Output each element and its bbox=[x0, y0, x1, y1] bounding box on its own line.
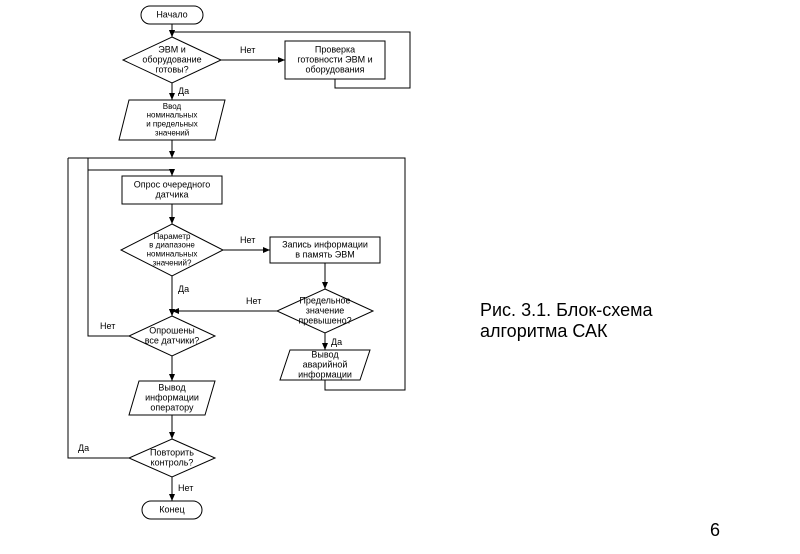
svg-text:значений: значений bbox=[155, 128, 189, 137]
svg-text:номинальных: номинальных bbox=[147, 250, 198, 259]
svg-text:готовы?: готовы? bbox=[155, 64, 188, 74]
flowchart-svg: ДаНетДаНетНетДаНетДаНетНачалоЭВМ иоборуд… bbox=[0, 0, 800, 554]
svg-text:Запись информации: Запись информации bbox=[282, 239, 368, 249]
svg-text:Предельное: Предельное bbox=[299, 295, 350, 305]
svg-text:Нет: Нет bbox=[100, 321, 115, 331]
svg-text:Начало: Начало bbox=[156, 9, 187, 19]
svg-text:Нет: Нет bbox=[240, 45, 255, 55]
svg-text:Опрошены: Опрошены bbox=[149, 325, 195, 335]
svg-text:Параметр: Параметр bbox=[154, 232, 191, 241]
svg-text:значение: значение bbox=[306, 305, 345, 315]
svg-text:в диапазоне: в диапазоне bbox=[149, 241, 195, 250]
svg-text:датчика: датчика bbox=[155, 189, 188, 199]
svg-text:значений?: значений? bbox=[153, 258, 192, 267]
svg-text:превышено?: превышено? bbox=[298, 315, 351, 325]
svg-text:Повторить: Повторить bbox=[150, 447, 194, 457]
svg-text:Конец: Конец bbox=[159, 504, 184, 514]
svg-text:ЭВМ и: ЭВМ и bbox=[158, 44, 186, 54]
svg-text:Ввод: Ввод bbox=[163, 102, 182, 111]
page-number: 6 bbox=[710, 520, 720, 541]
svg-text:оборудования: оборудования bbox=[305, 64, 364, 74]
svg-text:Да: Да bbox=[178, 284, 189, 294]
svg-text:в память ЭВМ: в память ЭВМ bbox=[295, 249, 355, 259]
figure-caption: Рис. 3.1. Блок-схема алгоритма САК bbox=[480, 300, 652, 342]
svg-text:информации: информации bbox=[298, 369, 352, 379]
svg-text:оператору: оператору bbox=[150, 402, 194, 412]
svg-text:контроль?: контроль? bbox=[151, 457, 194, 467]
svg-text:Нет: Нет bbox=[246, 296, 261, 306]
svg-text:Вывод: Вывод bbox=[311, 349, 339, 359]
svg-text:оборудование: оборудование bbox=[142, 54, 201, 64]
svg-text:информации: информации bbox=[145, 392, 199, 402]
svg-text:Опрос очередного: Опрос очередного bbox=[134, 179, 211, 189]
svg-text:Да: Да bbox=[78, 443, 89, 453]
svg-text:и предельных: и предельных bbox=[146, 120, 198, 129]
page: { "caption": { "text": "Рис. 3.1. Блок-с… bbox=[0, 0, 800, 554]
svg-text:Нет: Нет bbox=[178, 483, 193, 493]
svg-text:Проверка: Проверка bbox=[315, 44, 355, 54]
svg-text:аварийной: аварийной bbox=[303, 359, 348, 369]
svg-text:готовности ЭВМ и: готовности ЭВМ и bbox=[297, 54, 372, 64]
svg-text:Нет: Нет bbox=[240, 235, 255, 245]
svg-text:Да: Да bbox=[331, 337, 342, 347]
svg-text:Да: Да bbox=[178, 86, 189, 96]
svg-text:Вывод: Вывод bbox=[158, 382, 186, 392]
svg-text:номинальных: номинальных bbox=[147, 111, 198, 120]
svg-text:все датчики?: все датчики? bbox=[145, 335, 200, 345]
